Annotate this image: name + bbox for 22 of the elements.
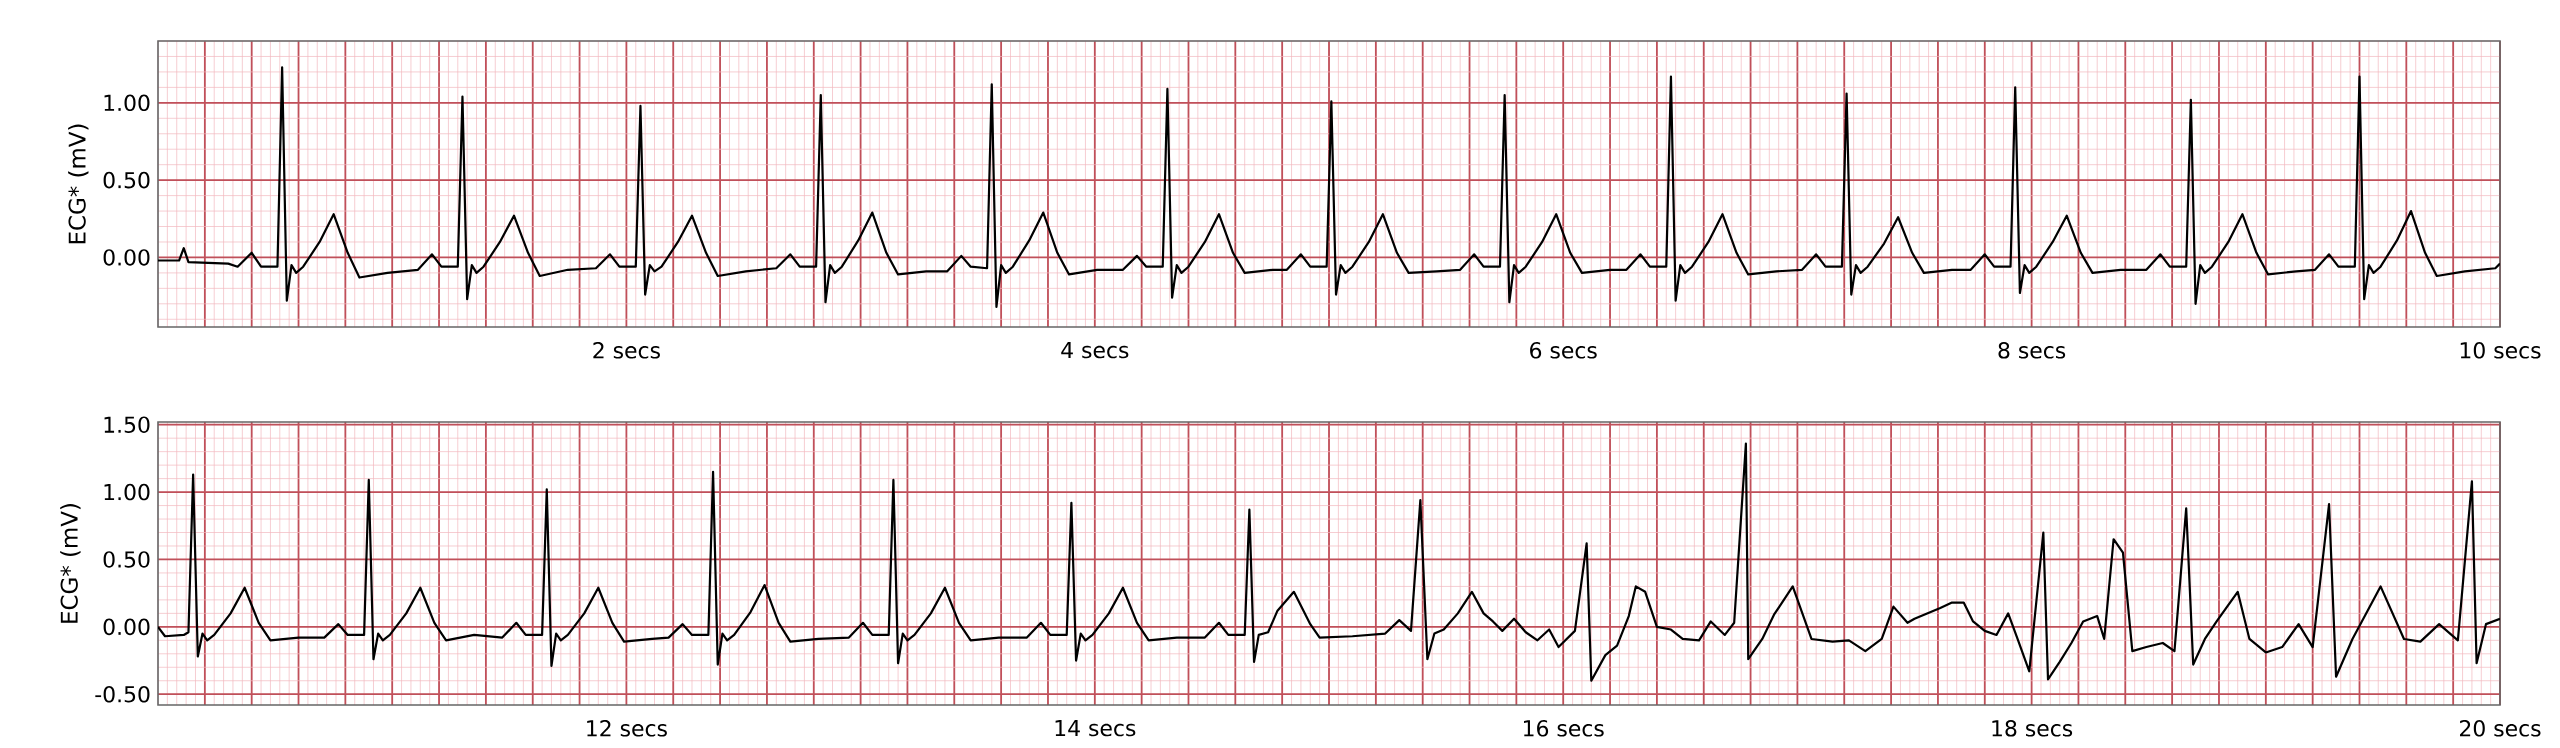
y-axis-title: ECG* (mV) (68, 124, 89, 244)
x-tick-label: 14 secs (1055, 720, 1136, 737)
line-series (158, 442, 2501, 682)
x-tick-label: 12 secs (587, 720, 667, 737)
y-tick-label: -0.50 (95, 685, 150, 703)
x-tick-label: 2 secs (593, 342, 660, 359)
x-tick-label: 20 secs (2460, 720, 2541, 737)
x-tick-label: 8 secs (1998, 342, 2066, 359)
x-tick-label: 18 secs (1992, 720, 2073, 737)
x-tick-label: 4 secs (1061, 342, 1129, 359)
x-tick-label: 6 secs (1530, 342, 1597, 359)
x-tick-label: 16 secs (1524, 720, 1604, 737)
line-series (158, 66, 2501, 308)
y-tick-label: 1.50 (104, 416, 150, 433)
y-tick-label: 0.50 (103, 171, 150, 189)
y-tick-label: 1.00 (104, 94, 150, 112)
x-tick-label: 10 secs (2460, 342, 2541, 359)
y-tick-label: 0.00 (103, 249, 150, 266)
y-axis-title: ECG* (mV) (60, 504, 81, 623)
y-tick-label: 0.00 (103, 618, 150, 636)
y-tick-label: 0.50 (103, 551, 150, 568)
y-tick-label: 1.00 (104, 483, 150, 501)
